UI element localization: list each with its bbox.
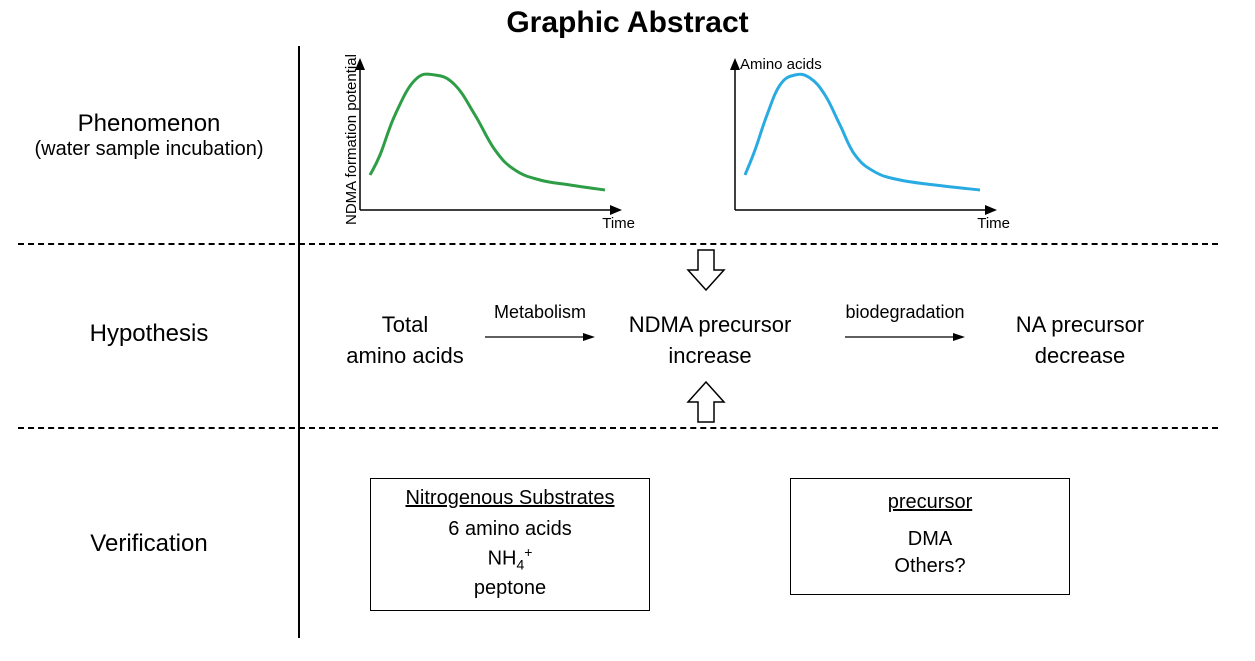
chart-ndma-svg bbox=[335, 50, 635, 230]
chart-amino-svg bbox=[710, 50, 1010, 230]
chart-amino: Amino acids Time bbox=[710, 50, 1010, 230]
flow-node-1-line2: amino acids bbox=[330, 341, 480, 372]
flow-arrow2-label: biodegradation bbox=[830, 302, 980, 323]
block-arrow-up-bottom-path bbox=[688, 382, 724, 422]
verification-label: Verification bbox=[0, 530, 298, 558]
chart-amino-curve bbox=[745, 74, 980, 190]
box-precursor-heading: precursor bbox=[801, 491, 1059, 514]
dashed-divider-top bbox=[18, 243, 1218, 245]
dashed-divider-bottom bbox=[18, 427, 1218, 429]
box-nitrogenous-line2: NH4+ bbox=[381, 543, 639, 575]
flow-node-1-line1: Total bbox=[330, 310, 480, 341]
box-precursor-line2: Others? bbox=[801, 553, 1059, 580]
chart-ndma-xaxis-arrow bbox=[610, 205, 622, 215]
chart-amino-xaxis-arrow bbox=[985, 205, 997, 215]
box-nitrogenous-line3: peptone bbox=[381, 575, 639, 602]
flow-node-2-line1: NDMA precursor bbox=[605, 310, 815, 341]
box-precursor-line1: DMA bbox=[801, 526, 1059, 553]
chart-ndma-curve bbox=[370, 74, 605, 190]
chart-ndma-ylabel: NDMA formation potential bbox=[343, 54, 360, 225]
chart-amino-xlabel: Time bbox=[977, 215, 1010, 232]
chart-ndma: NDMA formation potential Time bbox=[335, 50, 635, 230]
box-nitrogenous-heading: Nitrogenous Substrates bbox=[381, 487, 639, 510]
page-title: Graphic Abstract bbox=[0, 6, 1255, 40]
flow-arrow1-label: Metabolism bbox=[475, 302, 605, 323]
flow-node-3-line2: decrease bbox=[985, 341, 1175, 372]
block-arrow-up-bottom bbox=[686, 380, 726, 429]
flow-arrow1 bbox=[485, 330, 595, 349]
flow-node-3: NA precursor decrease bbox=[985, 310, 1175, 372]
flow-node-3-line1: NA precursor bbox=[985, 310, 1175, 341]
row-label-verification: Verification bbox=[0, 530, 298, 558]
chart-ndma-xlabel: Time bbox=[602, 215, 635, 232]
hypothesis-label: Hypothesis bbox=[0, 320, 298, 348]
chart-amino-yaxis-arrow bbox=[730, 58, 740, 70]
box-nitrogenous: Nitrogenous Substrates 6 amino acids NH4… bbox=[370, 478, 650, 611]
block-arrow-down-top bbox=[686, 248, 726, 297]
block-arrow-down-top-path bbox=[688, 250, 724, 290]
flow-node-1: Total amino acids bbox=[330, 310, 480, 372]
phenomenon-sublabel: (water sample incubation) bbox=[0, 138, 298, 161]
chart-amino-toplabel: Amino acids bbox=[740, 56, 822, 73]
phenomenon-label: Phenomenon bbox=[0, 110, 298, 138]
box-nitrogenous-line1: 6 amino acids bbox=[381, 516, 639, 543]
flow-node-2-line2: increase bbox=[605, 341, 815, 372]
row-label-phenomenon: Phenomenon (water sample incubation) bbox=[0, 110, 298, 161]
vertical-divider bbox=[298, 46, 300, 638]
flow-arrow2 bbox=[845, 330, 965, 349]
box-precursor: precursor DMA Others? bbox=[790, 478, 1070, 595]
row-label-hypothesis: Hypothesis bbox=[0, 320, 298, 348]
flow-node-2: NDMA precursor increase bbox=[605, 310, 815, 372]
